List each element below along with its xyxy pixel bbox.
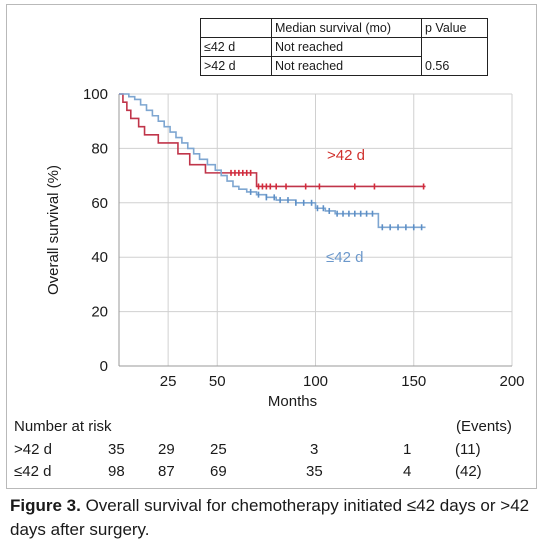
risk-events: (42)	[455, 463, 482, 480]
table-header-pvalue: p Value	[421, 18, 488, 38]
risk-count: 25	[210, 441, 227, 458]
x-tick-label: 50	[209, 373, 226, 390]
series-label-0: >42 d	[327, 147, 365, 164]
table-header-empty	[200, 18, 272, 38]
table-cell-group: >42 d	[200, 56, 272, 76]
risk-events: (11)	[455, 441, 481, 458]
x-axis-title: Months	[268, 393, 317, 410]
y-tick-label: 0	[100, 358, 108, 375]
y-tick-label: 40	[91, 249, 108, 266]
risk-count: 87	[158, 463, 175, 480]
table-cell-group: ≤42 d	[200, 37, 272, 57]
x-tick-label: 200	[499, 373, 524, 390]
series-line-1	[119, 93, 426, 229]
caption-text: Overall survival for chemotherapy initia…	[10, 496, 530, 539]
risk-count: 29	[158, 441, 175, 458]
risk-count: 3	[310, 441, 319, 458]
figure-caption: Figure 3. Overall survival for chemother…	[10, 494, 538, 542]
table-cell-pvalue-top	[421, 37, 488, 57]
y-tick-label: 60	[91, 195, 108, 212]
y-tick-label: 100	[83, 86, 108, 103]
figure-frame	[6, 4, 537, 489]
risk-table-title: Number at risk	[14, 418, 112, 435]
survival-chart: 0 20 40 60 80 100 25 50 100 150 200 Overall surviva…	[45, 86, 525, 410]
x-tick-label: 25	[160, 373, 177, 390]
table-row: ≤42 d Not reached	[200, 37, 488, 57]
x-tick-label: 150	[401, 373, 426, 390]
y-tick-label: 20	[91, 304, 108, 321]
risk-count: 69	[210, 463, 227, 480]
table-cell-median: Not reached	[271, 56, 422, 76]
table-cell-median: Not reached	[271, 37, 422, 57]
series-layer	[119, 93, 426, 231]
table-header-median: Median survival (mo)	[271, 18, 422, 38]
risk-count: 98	[108, 463, 125, 480]
median-survival-table: Median survival (mo) p Value ≤42 d Not r…	[200, 18, 488, 76]
caption-label: Figure 3.	[10, 496, 81, 515]
grid-layer	[119, 93, 513, 366]
x-tick-label: 100	[303, 373, 328, 390]
risk-row-group: ≤42 d	[14, 463, 52, 480]
risk-count: 4	[403, 463, 412, 480]
risk-count: 35	[108, 441, 125, 458]
series-line-0	[119, 93, 426, 188]
y-axis-title: Overall survival (%)	[45, 165, 62, 295]
risk-events-header: (Events)	[456, 418, 512, 435]
risk-count: 1	[403, 441, 412, 458]
series-label-1: ≤42 d	[326, 249, 363, 266]
axes-layer: 0 20 40 60 80 100 25 50 100 150 200 Overall surviva…	[45, 86, 525, 410]
y-tick-label: 80	[91, 140, 108, 157]
labels-layer: >42 d ≤42 d	[326, 147, 365, 266]
table-header-row: Median survival (mo) p Value	[200, 18, 488, 38]
risk-count: 35	[306, 463, 323, 480]
table-row: >42 d Not reached 0.56	[200, 56, 488, 76]
risk-row-group: >42 d	[14, 441, 52, 458]
table-cell-pvalue: 0.56	[421, 56, 488, 76]
